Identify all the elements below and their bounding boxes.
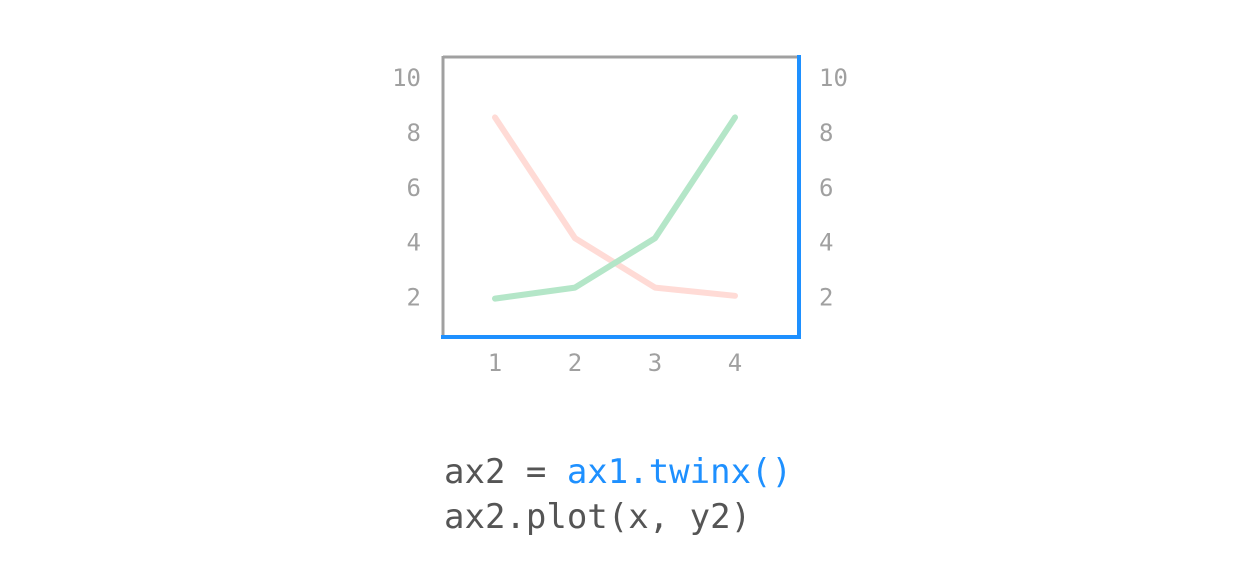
x-tick-label: 1 bbox=[488, 349, 502, 377]
y-left-tick-label: 10 bbox=[392, 64, 421, 92]
y-left-tick-label: 6 bbox=[407, 174, 421, 202]
series-layer bbox=[492, 114, 738, 302]
code-line1-prefix: ax2 = bbox=[444, 452, 567, 492]
y-right-tick-label: 8 bbox=[819, 119, 833, 147]
y-right-tick-label: 4 bbox=[819, 229, 833, 257]
x-tick-label: 3 bbox=[648, 349, 662, 377]
y-right-tick-label: 6 bbox=[819, 174, 833, 202]
y-right-tick-label: 10 bbox=[819, 64, 848, 92]
x-tick-label: 4 bbox=[728, 349, 742, 377]
y-left-tick-label: 4 bbox=[407, 229, 421, 257]
code-line1-highlight: ax1.twinx() bbox=[566, 452, 792, 492]
code-line-plot: ax2.plot(x, y2) bbox=[444, 495, 751, 539]
series-line-2 bbox=[492, 114, 738, 302]
x-tick-label: 2 bbox=[568, 349, 582, 377]
code-line2-text: ax2.plot(x, y2) bbox=[444, 497, 752, 537]
y-left-tick-label: 8 bbox=[407, 119, 421, 147]
tick-layer: 1 2 3 4 10 8 6 4 2 10 8 6 4 2 bbox=[392, 64, 848, 377]
series-line-1 bbox=[492, 114, 738, 299]
code-line-twinx: ax2 = ax1.twinx() bbox=[444, 450, 792, 494]
y-right-tick-label: 2 bbox=[819, 284, 833, 312]
twin-axes-chart: 1 2 3 4 10 8 6 4 2 10 8 6 4 2 bbox=[392, 55, 848, 377]
y-left-tick-label: 2 bbox=[407, 284, 421, 312]
